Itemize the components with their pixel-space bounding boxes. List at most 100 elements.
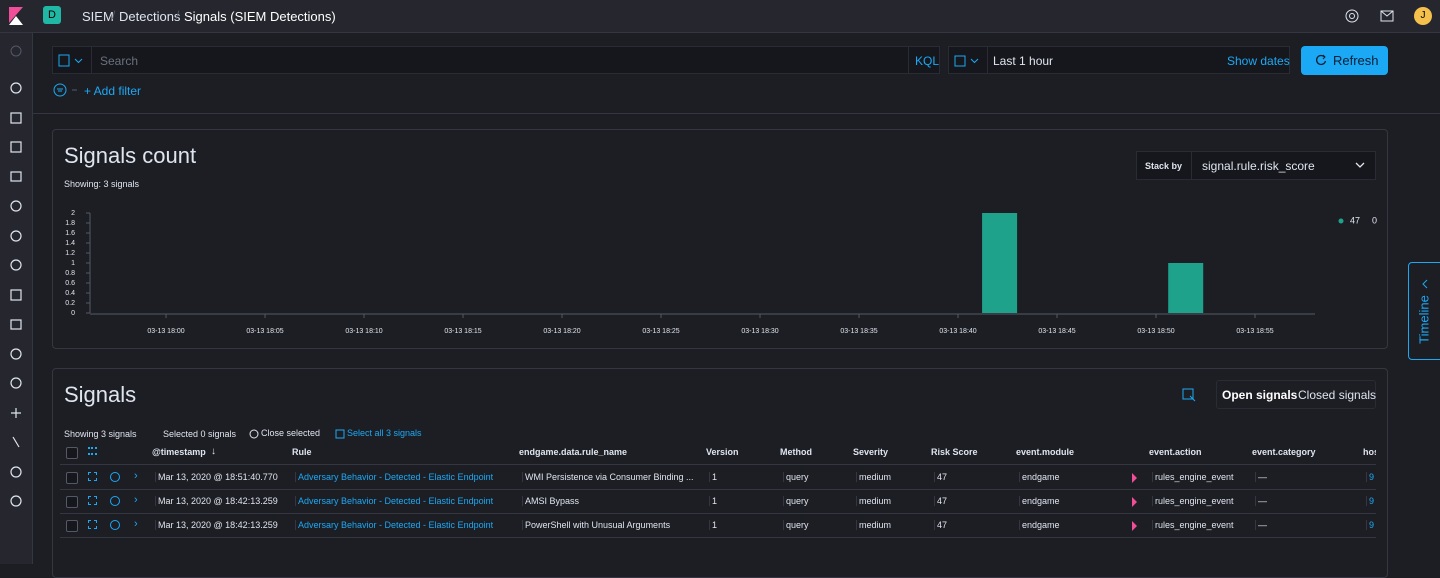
cell-bar (522, 472, 523, 482)
table-cell: — (1258, 520, 1267, 530)
pin-icon[interactable] (110, 496, 120, 506)
investigate-icon[interactable] (88, 472, 97, 481)
y-tick-label: 1 (71, 260, 75, 267)
nav-icon[interactable] (10, 171, 22, 182)
close-selected[interactable]: Close selected (261, 428, 321, 438)
column-header[interactable]: Risk Score (931, 447, 978, 457)
filter-menu[interactable] (53, 83, 79, 97)
table-cell[interactable]: 9 (1369, 496, 1375, 506)
nav-icon[interactable] (10, 289, 22, 301)
expand-chevron[interactable]: › (134, 518, 138, 530)
refresh-button[interactable] (1301, 46, 1388, 75)
cell-bar (934, 520, 935, 530)
show-dates[interactable]: Show dates (1227, 54, 1290, 68)
saved-query-button[interactable] (58, 54, 86, 67)
column-header[interactable]: Rule (292, 447, 312, 457)
nav-icon[interactable] (10, 45, 22, 57)
nav-icon[interactable] (10, 200, 22, 212)
table-cell: AMSI Bypass (525, 496, 580, 506)
breadcrumb[interactable]: SIEM (82, 9, 114, 24)
inspect-icon[interactable] (1182, 388, 1196, 402)
checkbox[interactable] (66, 472, 78, 484)
tab[interactable]: Closed signals (1298, 388, 1377, 402)
select-all[interactable]: Select all 3 signals (347, 428, 422, 438)
nav-icon[interactable] (12, 436, 20, 448)
pin-icon[interactable] (110, 520, 120, 530)
column-picker[interactable] (88, 447, 97, 455)
sort-arrow: ↓ (211, 446, 216, 457)
divider (908, 46, 909, 74)
investigate-icon[interactable] (88, 520, 97, 529)
column-header[interactable]: event.action (1149, 447, 1202, 457)
column-header[interactable]: Method (780, 447, 812, 457)
tab-group (1216, 380, 1376, 409)
nav-icon[interactable] (10, 348, 22, 360)
checkbox[interactable] (66, 447, 78, 459)
cell-bar (783, 472, 784, 482)
table-cell[interactable]: Adversary Behavior - Detected - Elastic … (298, 472, 494, 482)
nav-icon[interactable] (10, 141, 22, 153)
nav-icon[interactable] (10, 112, 22, 124)
help-icon[interactable] (1345, 9, 1359, 23)
x-tick-label: 03-13 18:40 (939, 328, 976, 335)
nav-icon[interactable] (10, 466, 22, 478)
expand-chevron[interactable]: › (134, 470, 138, 482)
column-header[interactable]: event.category (1252, 447, 1316, 457)
kql-toggle[interactable]: KQL (915, 54, 940, 68)
date-range[interactable]: Last 1 hour (993, 54, 1054, 68)
pin-icon[interactable] (110, 472, 120, 482)
nav-icon[interactable] (10, 230, 22, 242)
tab[interactable]: Open signals (1222, 388, 1298, 402)
column-header[interactable]: @timestamp (152, 447, 206, 457)
column-header[interactable]: event.module (1016, 447, 1075, 457)
dropdown-arrow[interactable] (1354, 160, 1366, 170)
table-cell[interactable]: 9 (1369, 520, 1375, 530)
checkbox[interactable] (66, 520, 78, 532)
header-controls (60, 442, 1376, 465)
kibana-logo[interactable] (6, 6, 26, 26)
x-tick-label: 03-13 18:15 (444, 328, 481, 335)
table-cell[interactable]: Adversary Behavior - Detected - Elastic … (298, 496, 494, 506)
cell-bar (522, 520, 523, 530)
nav-icon[interactable] (10, 82, 22, 94)
bar[interactable] (1168, 263, 1204, 313)
cell-bar (1366, 496, 1367, 506)
nav-icon[interactable] (11, 408, 21, 418)
column-header[interactable]: Version (706, 447, 739, 457)
nav-icon[interactable] (10, 377, 22, 389)
cell-bar (1366, 472, 1367, 482)
space-avatar[interactable]: D (43, 6, 61, 24)
panel-subtitle: Showing: 3 signals (64, 179, 140, 189)
quick-menu-button[interactable] (954, 54, 982, 67)
table-cell[interactable]: Adversary Behavior - Detected - Elastic … (298, 520, 494, 530)
stack-by-select[interactable] (1136, 151, 1376, 180)
checkbox[interactable] (66, 496, 78, 508)
column-header[interactable]: Severity (853, 447, 889, 457)
y-tick-label: 0 (71, 310, 75, 317)
add-filter[interactable]: + Add filter (84, 84, 142, 98)
legend-value: 0 (1372, 215, 1377, 225)
table-cell: medium (859, 496, 892, 506)
expand-chevron[interactable]: › (134, 494, 138, 506)
cell-bar (295, 496, 296, 506)
x-tick-label: 03-13 18:25 (642, 328, 679, 335)
nav-icon[interactable] (10, 259, 22, 271)
nav-icon[interactable] (10, 495, 22, 507)
legend-label[interactable]: 47 (1350, 215, 1360, 225)
cell-bar (155, 520, 156, 530)
nav-icon[interactable] (10, 319, 22, 330)
column-header[interactable]: endgame.data.rule_name (519, 447, 628, 457)
timeline-flyout-tab[interactable] (1408, 262, 1440, 360)
stack-by-value[interactable]: signal.rule.risk_score (1202, 159, 1315, 173)
column-header[interactable]: hos (1363, 447, 1376, 457)
table-cell[interactable]: 9 (1369, 472, 1375, 482)
user-avatar[interactable]: J (1414, 7, 1432, 25)
cell-bar (1019, 520, 1020, 530)
timeline-label[interactable]: Timeline (1416, 295, 1432, 344)
search-input[interactable]: Search (100, 54, 139, 68)
investigate-icon[interactable] (88, 496, 97, 505)
bar[interactable] (982, 213, 1018, 313)
breadcrumb[interactable]: Detections (119, 9, 181, 24)
cell-bar (295, 520, 296, 530)
mail-icon[interactable] (1380, 10, 1394, 22)
